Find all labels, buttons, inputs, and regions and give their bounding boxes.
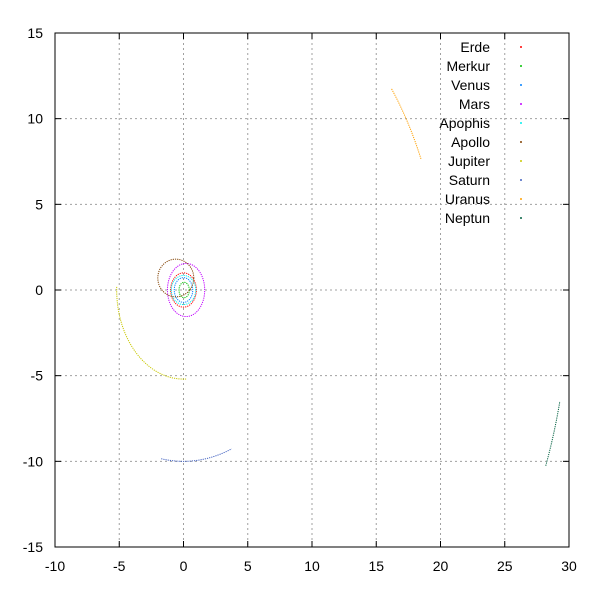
y-tick-label: 15 [27, 25, 43, 41]
series-uranus-orbit [390, 88, 422, 160]
y-tick-label: -15 [23, 539, 43, 555]
y-tick-label: 5 [35, 196, 43, 212]
x-tick-label: -5 [113, 558, 126, 574]
x-tick-label: 30 [561, 558, 577, 574]
legend-label-apophis: Apophis [439, 115, 490, 131]
legend-label-apollo: Apollo [451, 134, 490, 150]
legend-label-erde: Erde [460, 39, 490, 55]
legend-label-neptun: Neptun [445, 210, 490, 226]
legend: Erde Merkur Venus Mars Apophis Apollo Jupiter S… [439, 39, 522, 226]
x-tick-label: 10 [304, 558, 320, 574]
series-layer [116, 88, 561, 466]
legend-label-uranus: Uranus [445, 191, 490, 207]
x-tick-label: 15 [368, 558, 384, 574]
series-neptun-orbit [545, 401, 561, 466]
series-erde-orbit [170, 272, 197, 308]
legend-label-venus: Venus [451, 77, 490, 93]
series-saturn-orbit [161, 448, 232, 462]
legend-label-merkur: Merkur [446, 58, 490, 74]
y-tick-label: -10 [23, 453, 43, 469]
y-tick-label: 0 [35, 282, 43, 298]
series-merkur-orbit [178, 281, 190, 299]
legend-label-saturn: Saturn [449, 172, 490, 188]
series-mars-orbit [166, 262, 206, 318]
legend-label-jupiter: Jupiter [448, 153, 490, 169]
y-tick-label: -5 [31, 368, 44, 384]
series-apophis-orbit [170, 274, 197, 306]
series-venus-orbit [173, 277, 194, 303]
grid [55, 33, 569, 547]
y-tick-label: 10 [27, 111, 43, 127]
series-jupiter-orbit [116, 286, 188, 380]
x-tick-label: 25 [497, 558, 513, 574]
series-apollo-orbit [157, 258, 195, 298]
x-tick-label: 5 [244, 558, 252, 574]
legend-label-mars: Mars [459, 96, 490, 112]
x-tick-label: -10 [45, 558, 65, 574]
x-tick-label: 0 [180, 558, 188, 574]
x-tick-label: 20 [433, 558, 449, 574]
